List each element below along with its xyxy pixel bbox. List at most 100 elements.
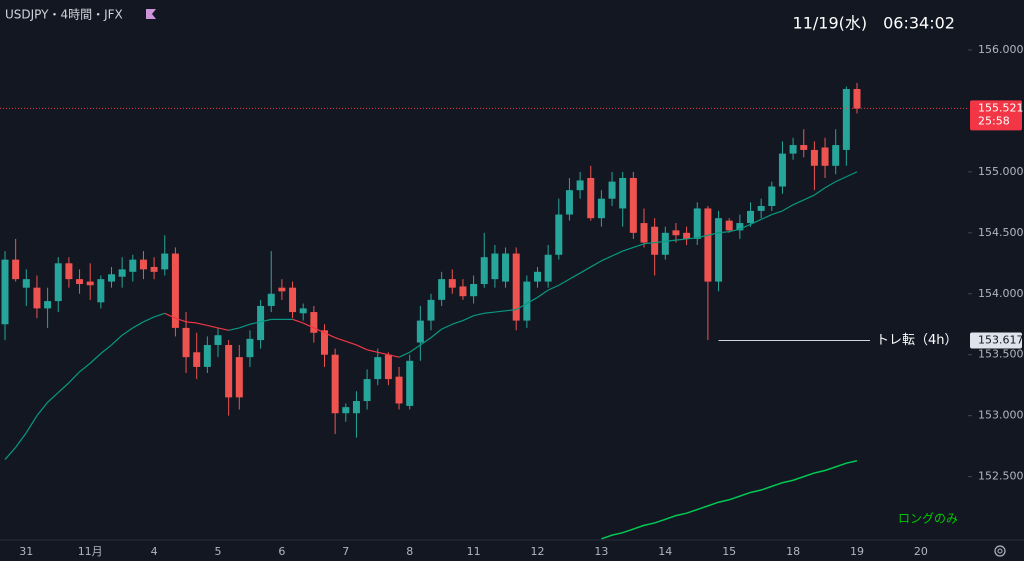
candle-body (619, 177, 627, 209)
symbol-title[interactable]: USDJPY・4時間・JFX (5, 8, 123, 22)
x-tick-label: 20 (914, 545, 928, 558)
candle-body (608, 181, 616, 199)
annotation-price-label: 153.617 (978, 333, 1024, 346)
moving-average-segment (643, 241, 655, 245)
candle-body (278, 287, 286, 292)
moving-average-segment (121, 327, 134, 336)
x-tick-label: 8 (406, 545, 413, 558)
x-tick-label: 5 (215, 545, 222, 558)
moving-average-segment (526, 296, 538, 305)
candle-body (33, 287, 41, 309)
moving-average-segment (803, 194, 815, 201)
annotation-price-box (970, 332, 1022, 349)
candle-body (65, 263, 73, 280)
candle-body (480, 257, 488, 285)
candle-body (225, 344, 233, 398)
candle-body (810, 149, 818, 166)
x-tick-label: 19 (850, 545, 864, 558)
moving-average-segment (515, 303, 528, 311)
moving-average-segment (579, 266, 592, 274)
candle-body (321, 330, 328, 355)
moving-average-segment (558, 278, 570, 286)
candle-body (331, 354, 339, 414)
candle-body (459, 286, 467, 297)
candle-body (118, 269, 126, 277)
x-tick-label: 12 (531, 545, 545, 558)
moving-average-segment (345, 340, 357, 346)
moving-average-segment (356, 344, 368, 351)
candle-body (384, 354, 392, 380)
moving-average-segment (846, 171, 858, 178)
moving-average-segment (622, 246, 634, 252)
moving-average-segment (366, 349, 378, 353)
moving-average-segment (313, 327, 325, 334)
moving-average-segment (739, 223, 751, 230)
x-tick-label: 11月 (78, 545, 103, 558)
y-tick-label: 154.000 (978, 287, 1024, 300)
moving-average-segment (665, 239, 677, 242)
moving-average-segment (686, 237, 698, 240)
moving-average-segment (175, 317, 187, 323)
candle-body (182, 327, 190, 358)
candle-body (629, 177, 637, 233)
x-tick-label: 7 (342, 545, 349, 558)
y-tick-label: 153.000 (978, 409, 1024, 422)
moving-average-segment (409, 344, 421, 353)
moving-average-segment (420, 337, 432, 346)
moving-average-segment (153, 312, 165, 318)
moving-average-segment (239, 323, 251, 329)
candle-body (534, 271, 541, 282)
moving-average-segment (132, 321, 144, 329)
moving-average-segment (68, 371, 80, 384)
candle-body (289, 287, 297, 313)
moving-average-segment (760, 213, 773, 220)
moving-average-segment (590, 260, 602, 268)
y-tick-label: 154.500 (978, 226, 1024, 239)
moving-average-segment (249, 321, 261, 325)
settings-icon[interactable] (994, 545, 1006, 557)
candle-body (406, 360, 414, 406)
moving-average-segment (196, 322, 208, 327)
candle-body (22, 279, 30, 288)
moving-average-segment (25, 415, 38, 434)
candle-body (299, 308, 307, 314)
moving-average-segment (718, 231, 730, 234)
candle-body (640, 223, 648, 243)
moving-average-segment (100, 344, 112, 354)
candle-body (715, 218, 723, 282)
moving-average-segment (601, 255, 613, 262)
candle-body (139, 259, 147, 270)
moving-average-segment (302, 322, 315, 329)
candle-body (725, 220, 733, 231)
moving-average-segment (324, 332, 336, 339)
flag-icon[interactable] (146, 9, 156, 19)
moving-average-segment (537, 289, 549, 298)
moving-average-segment (334, 337, 346, 342)
x-tick-label: 6 (278, 545, 285, 558)
candle-body (683, 232, 691, 239)
moving-average-segment (398, 351, 410, 358)
moving-average-segment (633, 243, 645, 249)
x-tick-label: 14 (658, 545, 672, 558)
moving-average-segment (47, 392, 59, 403)
moving-average-segment (473, 312, 485, 317)
moving-average-segment (707, 232, 719, 236)
x-tick-label: 18 (786, 545, 800, 558)
x-tick-label: 11 (467, 545, 481, 558)
moving-average-segment (441, 323, 453, 330)
moving-average-segment (484, 311, 495, 314)
candle-body (342, 407, 350, 414)
moving-average-segment (79, 362, 91, 373)
moving-average-segment (654, 240, 666, 244)
moving-average-segment (228, 327, 240, 331)
candle-body (470, 284, 478, 297)
candle-body (502, 253, 510, 282)
candle-body (693, 208, 701, 239)
moving-average-segment (462, 315, 474, 322)
candle-body (235, 357, 243, 398)
last-price-box (970, 100, 1022, 131)
moving-average-segment (15, 432, 27, 448)
candle-body (363, 379, 371, 402)
